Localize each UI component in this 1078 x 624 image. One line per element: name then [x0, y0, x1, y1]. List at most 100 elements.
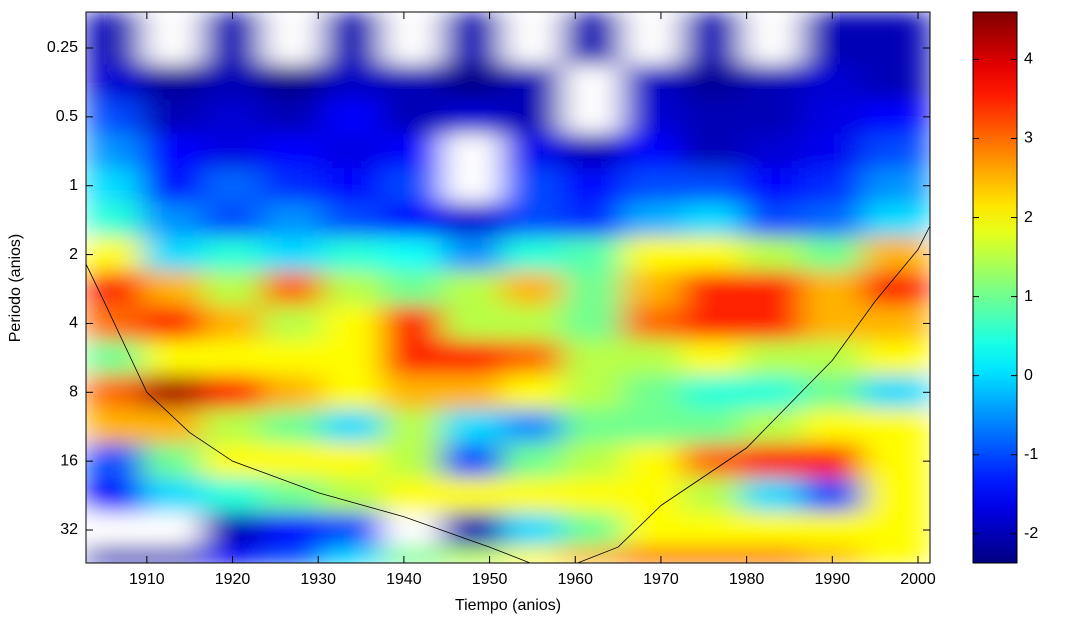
field [86, 12, 930, 563]
colorbar-tick-label: -2 [1024, 525, 1038, 542]
colorbar-tick-label: 4 [1024, 51, 1033, 68]
cell [561, 133, 623, 169]
cell [861, 133, 930, 169]
cell [741, 546, 803, 563]
x-tick-label: 1980 [729, 571, 765, 588]
cell [741, 443, 803, 479]
cell [262, 477, 323, 514]
cell [441, 202, 503, 238]
cell [501, 167, 563, 204]
cell [621, 374, 683, 410]
cell [861, 271, 930, 307]
cell [741, 305, 803, 342]
cell [741, 99, 803, 135]
cell [801, 12, 863, 66]
x-tick-label: 1950 [472, 571, 508, 588]
cell [381, 408, 443, 445]
cell [86, 64, 144, 101]
x-axis-label: Tiempo (anios) [455, 597, 561, 614]
cell [561, 374, 623, 410]
colorbar [972, 11, 1018, 564]
cell [441, 477, 503, 514]
cell [561, 546, 623, 563]
cell [142, 340, 204, 376]
cell [681, 167, 743, 204]
colorbar-tick-label: 0 [1024, 367, 1033, 384]
cell [202, 271, 264, 307]
cell [861, 99, 930, 135]
cell [621, 512, 683, 548]
cell [441, 236, 503, 273]
cell [202, 305, 264, 342]
cell [621, 167, 683, 204]
cell [441, 99, 503, 135]
cell [142, 12, 204, 66]
cell [501, 271, 563, 307]
cell [381, 12, 443, 66]
cell [741, 408, 803, 445]
cell [801, 133, 863, 169]
cell [321, 12, 383, 66]
cell [262, 374, 323, 410]
cell [262, 167, 323, 204]
cell [621, 12, 683, 66]
cell [801, 374, 863, 410]
cell [262, 340, 323, 376]
cell [681, 512, 743, 548]
cell [741, 271, 803, 307]
cell [202, 340, 264, 376]
cell [142, 133, 204, 169]
colorbar-tick-label: 2 [1024, 209, 1033, 226]
cell [321, 477, 383, 514]
cell [561, 340, 623, 376]
y-tick-label: 8 [69, 384, 78, 401]
cell [321, 443, 383, 479]
cell [681, 271, 743, 307]
cell [861, 305, 930, 342]
cell [321, 133, 383, 169]
cell [681, 408, 743, 445]
cell [621, 99, 683, 135]
cell [142, 443, 204, 479]
cell [561, 99, 623, 135]
cell [561, 167, 623, 204]
cell [86, 167, 144, 204]
cell [861, 12, 930, 66]
y-tick-label: 32 [60, 521, 78, 538]
cell [621, 305, 683, 342]
cell [621, 546, 683, 563]
cell [741, 202, 803, 238]
cell [381, 133, 443, 169]
cell [142, 202, 204, 238]
cell [861, 236, 930, 273]
cell [741, 340, 803, 376]
cell [202, 374, 264, 410]
y-tick-label: 2 [69, 246, 78, 263]
cell [801, 408, 863, 445]
cell [741, 477, 803, 514]
cell [501, 408, 563, 445]
cell [262, 99, 323, 135]
cell [441, 443, 503, 479]
x-tick-label: 2000 [900, 571, 936, 588]
cell [441, 408, 503, 445]
x-tick-label: 1960 [557, 571, 593, 588]
cell [801, 340, 863, 376]
cell [561, 443, 623, 479]
cell [741, 133, 803, 169]
cell [321, 202, 383, 238]
cell [202, 99, 264, 135]
cell [202, 167, 264, 204]
cell [861, 64, 930, 101]
cell [561, 64, 623, 101]
plot-frame [85, 11, 931, 564]
y-tick-label: 4 [69, 315, 78, 332]
cell [801, 512, 863, 548]
cell [262, 64, 323, 101]
x-tick-label: 1910 [129, 571, 165, 588]
cell [86, 12, 144, 66]
cell [801, 546, 863, 563]
cell [321, 374, 383, 410]
cell [86, 99, 144, 135]
cell [861, 443, 930, 479]
